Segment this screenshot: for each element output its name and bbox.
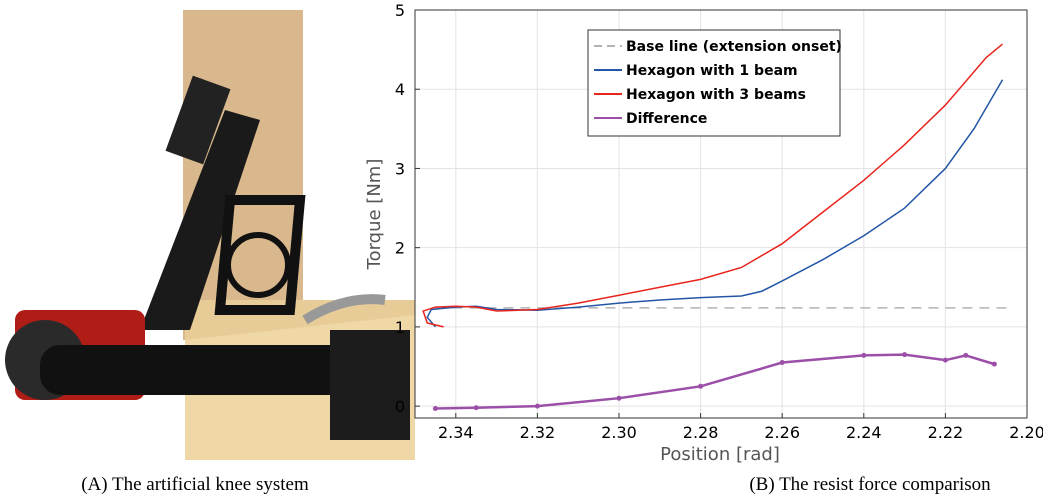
y-tick-label: 5 (395, 1, 405, 20)
point (942, 357, 948, 363)
legend-label: Difference (626, 111, 707, 127)
series-line (435, 353, 995, 410)
x-axis-label: Position [rad] (660, 444, 780, 465)
y-tick-label: 4 (395, 80, 405, 99)
point (861, 352, 867, 358)
point (698, 383, 704, 389)
x-tick-label: 2.24 (846, 423, 882, 442)
y-tick-label: 3 (395, 159, 405, 178)
legend-label: Base line (extension onset) (626, 39, 842, 55)
point (991, 361, 997, 367)
x-tick-label: 2.20 (1009, 423, 1043, 442)
point (473, 405, 479, 411)
series-line (422, 43, 1003, 328)
x-tick-label: 2.34 (438, 423, 474, 442)
x-tick-label: 2.30 (601, 423, 637, 442)
point (902, 352, 908, 358)
x-tick-label: 2.26 (764, 423, 800, 442)
point (534, 403, 540, 409)
x-tick-label: 2.32 (520, 423, 556, 442)
y-axis-label: Torque [Nm] (364, 159, 385, 271)
point (779, 360, 785, 366)
plot-frame (414, 9, 1028, 419)
y-tick-label: 0 (395, 397, 405, 416)
x-tick-label: 2.28 (683, 423, 719, 442)
knee-photo (5, 10, 415, 460)
caption: (A) The artificial knee system (81, 474, 309, 495)
caption: (B) The resist force comparison (749, 474, 991, 495)
y-tick-label: 2 (395, 239, 405, 258)
legend-label: Hexagon with 3 beams (626, 87, 806, 103)
x-tick-label: 2.22 (928, 423, 964, 442)
point (432, 405, 438, 411)
point (616, 395, 622, 401)
legend-box (587, 29, 841, 137)
y-tick-label: 1 (395, 318, 405, 337)
point (963, 352, 969, 358)
legend-label: Hexagon with 1 beam (626, 63, 798, 79)
